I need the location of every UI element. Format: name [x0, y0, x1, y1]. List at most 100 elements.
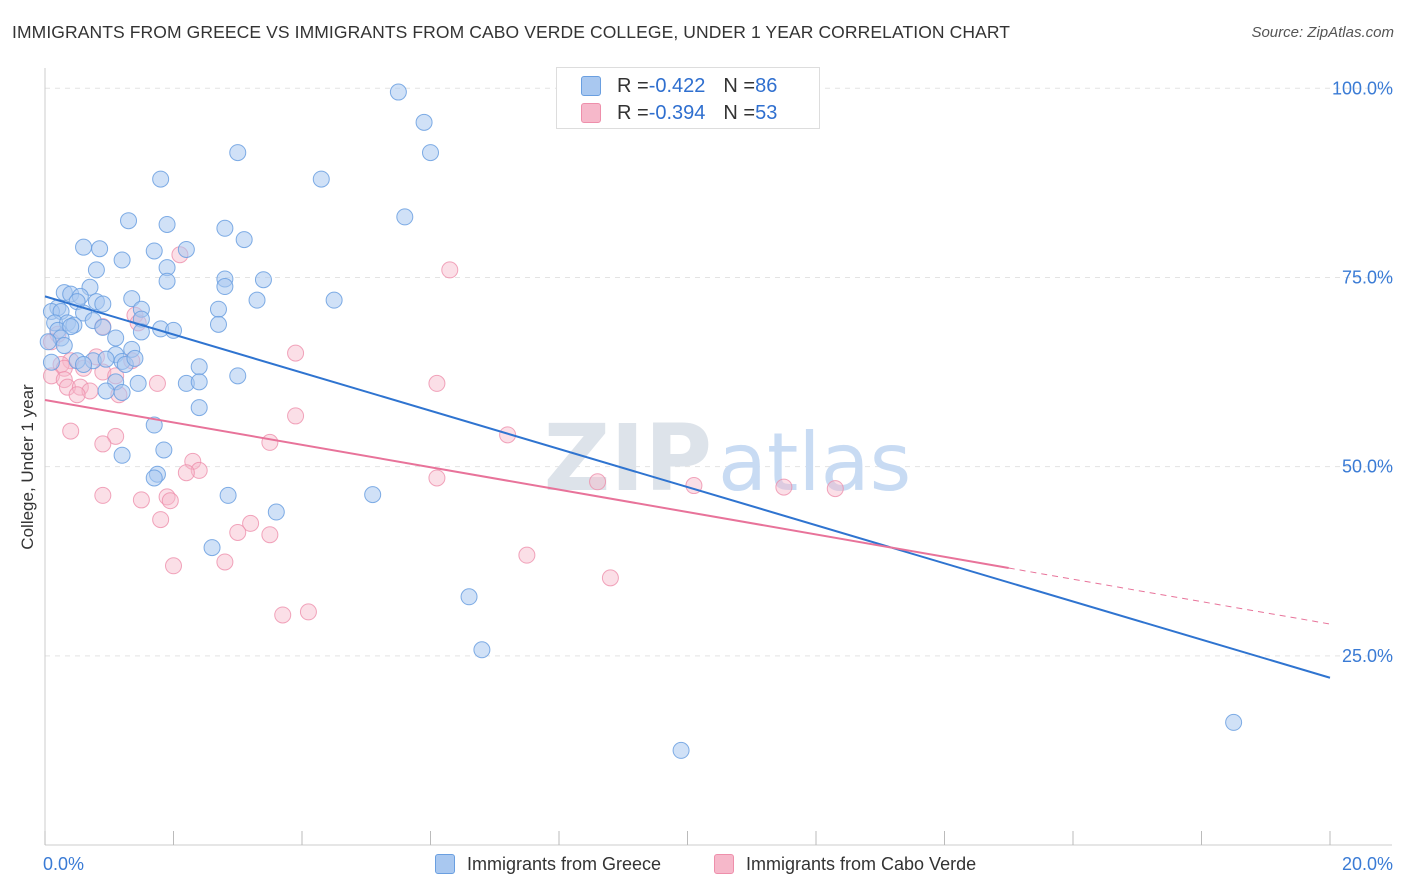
greece-point	[87, 261, 105, 279]
source-label: Source: ZipAtlas.com	[1251, 24, 1394, 41]
cabo-verde-point	[261, 526, 279, 544]
cabo-verde-point	[261, 433, 279, 451]
cabo-verde-point	[177, 464, 195, 482]
greece-point	[229, 367, 247, 385]
cabo-verde-point	[165, 557, 182, 575]
cabo-verde-point	[132, 491, 150, 509]
greece-point	[94, 318, 112, 336]
cabo-verde-point	[242, 514, 260, 532]
cabo-verde-point	[601, 569, 619, 587]
greece-point	[165, 321, 182, 339]
greece-point	[62, 318, 80, 336]
greece-point	[216, 278, 234, 296]
greece-point	[145, 242, 163, 260]
cabo-verde-point	[775, 478, 793, 496]
greece-point	[113, 251, 131, 269]
greece-point	[396, 208, 414, 226]
cabo-verde-point	[68, 386, 86, 404]
greece-point	[91, 240, 109, 258]
trend-lines	[44, 295, 1331, 679]
bottom-legend-label-cabo-verde: Immigrants from Cabo Verde	[746, 853, 977, 874]
greece-point	[219, 486, 237, 504]
greece-point	[145, 469, 163, 487]
cabo-verde-point	[589, 473, 607, 491]
legend-r-value: -0.394	[648, 101, 706, 124]
bottom-legend-greece: Immigrants from Greece	[435, 852, 661, 876]
x-tick-labels: 0.0% 20.0%	[43, 854, 1393, 874]
cabo-verde-point	[499, 426, 517, 444]
cabo-verde-point	[518, 546, 536, 564]
greece-point	[389, 83, 407, 101]
cabo-verde-point	[229, 523, 247, 541]
y-tick-labels: 25.0% 50.0% 75.0% 100.0%	[1332, 78, 1393, 666]
greece-point	[177, 240, 195, 258]
axes	[44, 68, 1392, 846]
cabo-verde-point	[826, 480, 844, 498]
cabo-verde-point	[428, 469, 446, 487]
greece-point	[152, 170, 170, 188]
cabo-verde-point	[428, 374, 446, 392]
greece-point	[209, 315, 227, 333]
legend-n-value: 86	[755, 74, 778, 97]
legend-r-label: R =	[617, 101, 649, 124]
greece-point	[254, 271, 272, 289]
greece-point	[190, 373, 208, 391]
greece-point	[190, 399, 208, 417]
bottom-legend-cabo-verde: Immigrants from Cabo Verde	[714, 852, 976, 876]
y-tick-label: 100.0%	[1332, 78, 1393, 98]
greece-point	[107, 329, 125, 347]
cabo-verde-point	[94, 435, 112, 453]
legend-n-label: N =	[723, 101, 756, 124]
bottom-legend-swatch-cabo-verde	[714, 854, 734, 874]
chart-title: IMMIGRANTS FROM GREECE VS IMMIGRANTS FRO…	[12, 22, 1011, 42]
legend-r-label: R =	[617, 74, 649, 97]
greece-point	[229, 144, 247, 162]
greece-point	[364, 486, 382, 504]
greece-point	[113, 383, 131, 401]
series-greece-points	[39, 83, 1243, 759]
cabo-verde-point	[62, 422, 80, 440]
greece-point	[216, 219, 234, 237]
greece-point	[473, 641, 491, 659]
cabo-verde-point	[441, 261, 459, 279]
cabo-verde-point	[107, 427, 125, 445]
greece-point	[123, 290, 141, 308]
greece-point	[55, 337, 73, 355]
greece-point	[460, 588, 478, 606]
greece-point	[190, 358, 208, 376]
x-tick-label: 20.0%	[1342, 854, 1393, 874]
greece-point	[97, 382, 115, 400]
greece-point	[39, 333, 57, 351]
cabo-verde-point	[152, 511, 170, 529]
cabo-verde-point	[274, 606, 292, 624]
greece-point	[75, 355, 93, 373]
legend-swatch-cabo-verde	[581, 103, 601, 123]
greece-point	[267, 503, 285, 521]
legend-row-cabo-verde: R = -0.394 N = 53	[581, 100, 777, 126]
watermark-atlas: atlas	[718, 416, 911, 509]
watermark-zip: ZIP	[544, 405, 712, 512]
greece-point	[325, 291, 343, 309]
legend-swatch-greece	[581, 76, 601, 96]
greece-point	[158, 215, 176, 233]
greece-point	[145, 416, 163, 434]
legend-r-value: -0.422	[648, 74, 706, 97]
greece-point	[312, 170, 330, 188]
y-tick-label: 50.0%	[1342, 457, 1393, 477]
greece-point	[209, 300, 227, 318]
cabo-verde-point	[216, 553, 234, 571]
greece-trend-line	[44, 295, 1331, 679]
greece-point	[422, 144, 439, 162]
cabo-verde-point	[161, 492, 179, 510]
greece-point	[203, 539, 221, 557]
greece-point	[155, 441, 173, 459]
y-tick-label: 25.0%	[1342, 646, 1393, 666]
cabo-verde-point	[190, 461, 208, 479]
cabo-verde-point	[299, 603, 317, 621]
greece-point	[415, 113, 433, 131]
legend-n-label: N =	[723, 74, 756, 97]
greece-point	[75, 238, 93, 256]
cabo-verde-point	[94, 486, 112, 504]
greece-point	[1225, 713, 1243, 731]
